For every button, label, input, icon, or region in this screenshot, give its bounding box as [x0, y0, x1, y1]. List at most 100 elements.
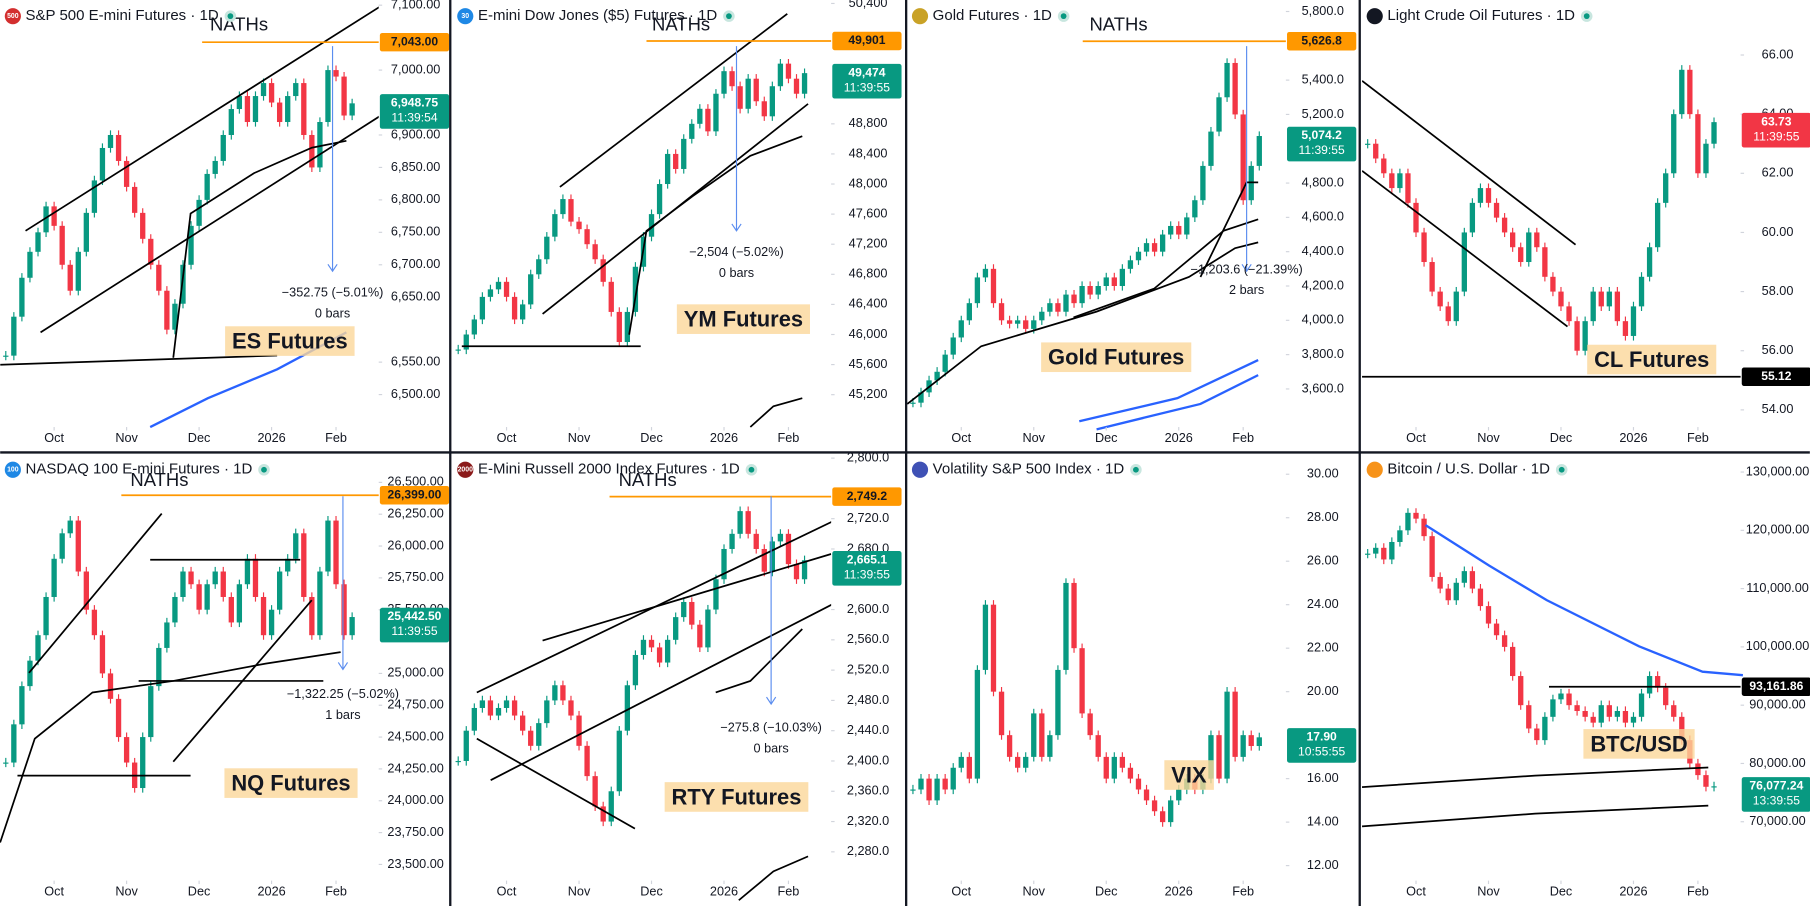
measure-arrow — [731, 223, 742, 232]
y-tick-label: 130,000.00 — [1746, 464, 1810, 478]
candle — [479, 296, 486, 320]
candle — [1079, 286, 1085, 304]
y-tick-label: 120,000.00 — [1746, 523, 1810, 537]
candle — [705, 609, 711, 648]
x-tick-label: 2026 — [710, 885, 738, 899]
candle — [673, 617, 679, 640]
candle — [1526, 705, 1532, 729]
tag-box — [225, 326, 355, 356]
x-tick-label: 2026 — [257, 431, 285, 445]
candle — [1111, 277, 1117, 287]
y-tick-label: 47,200 — [849, 237, 888, 251]
candle — [349, 103, 355, 116]
candle — [737, 511, 743, 534]
trend-line — [1362, 80, 1577, 246]
candle — [132, 186, 138, 213]
candle — [1542, 716, 1548, 741]
candle — [1679, 716, 1685, 741]
candle — [204, 173, 210, 200]
candle — [1208, 735, 1214, 779]
candle — [544, 236, 550, 260]
last-label: 76,077.24 — [1749, 779, 1803, 793]
candle — [1590, 716, 1596, 723]
candle — [1224, 62, 1230, 98]
candle — [689, 123, 695, 139]
moving-average — [1073, 218, 1259, 319]
tag-box — [1041, 342, 1192, 373]
level-note: NATHs — [1089, 13, 1147, 34]
x-tick-label: Feb — [325, 885, 347, 899]
candle — [503, 281, 510, 297]
x-tick-label: 2026 — [257, 885, 285, 899]
candle — [519, 715, 526, 731]
x-tick-label: Feb — [1232, 885, 1254, 899]
candle — [19, 277, 25, 317]
candle — [592, 776, 598, 807]
candle — [1031, 713, 1037, 757]
candle — [616, 730, 622, 792]
trend-line — [28, 513, 163, 674]
candle — [487, 700, 494, 716]
candle — [83, 212, 89, 252]
candle — [1176, 225, 1182, 235]
candle — [632, 266, 639, 312]
candle — [148, 238, 154, 265]
candle — [942, 354, 948, 372]
live-dot-core — [261, 466, 267, 473]
candle — [11, 316, 17, 356]
candle — [1622, 711, 1629, 723]
candle — [1493, 202, 1500, 218]
candle — [934, 371, 940, 381]
candle — [341, 584, 347, 636]
candle — [99, 147, 106, 181]
candle — [1510, 646, 1516, 677]
tag-label: YM Futures — [684, 307, 803, 332]
candle — [753, 78, 759, 102]
level-flag — [379, 485, 450, 505]
last-label: 49,474 — [848, 65, 885, 79]
y-tick-label: 80,000.00 — [1749, 756, 1805, 770]
candle — [1168, 225, 1174, 235]
y-tick-label: 23,750.00 — [387, 825, 443, 839]
chart-title: E-Mini Russell 2000 Index Futures · 1D — [478, 461, 740, 478]
candle — [681, 138, 687, 169]
y-tick-label: 48,400 — [849, 146, 888, 160]
tag-label: ES Futures — [232, 329, 348, 354]
candle — [1365, 553, 1371, 555]
x-tick-label: Oct — [1406, 431, 1426, 445]
candle — [697, 624, 703, 648]
y-tick-label: 26,000.00 — [387, 538, 443, 552]
y-tick-label: 2,320.0 — [847, 814, 889, 828]
x-tick-label: Nov — [568, 431, 591, 445]
candle — [293, 83, 299, 97]
x-tick-label: Feb — [778, 431, 800, 445]
candle — [1518, 676, 1524, 706]
candle — [1598, 291, 1604, 307]
y-tick-label: 6,650.00 — [391, 290, 440, 304]
candle — [721, 548, 727, 580]
x-tick-label: 2026 — [1165, 885, 1193, 899]
y-tick-label: 6,550.00 — [391, 354, 440, 368]
candle — [576, 715, 582, 746]
candle — [1381, 547, 1387, 560]
y-tick-label: 47,600 — [849, 206, 888, 220]
last-flag — [379, 94, 450, 129]
candle — [1039, 713, 1045, 757]
candle — [309, 134, 315, 168]
candle — [1103, 277, 1109, 287]
level-flag — [379, 32, 450, 52]
candle — [1232, 62, 1238, 115]
candle — [536, 723, 542, 746]
candle — [552, 214, 558, 237]
trend-line — [25, 6, 379, 232]
y-tick-label: 30.00 — [1307, 467, 1339, 481]
y-tick-label: 3,600.0 — [1302, 381, 1344, 395]
candle — [568, 199, 574, 222]
measure-text: −1,322.25 (−5.02%) — [287, 687, 399, 701]
y-tick-label: 4,800.0 — [1302, 175, 1344, 189]
y-tick-label: 12.00 — [1307, 858, 1339, 872]
moving-average-blue — [1424, 524, 1744, 677]
y-tick-label: 45,600 — [849, 357, 888, 371]
candle — [1703, 143, 1709, 174]
candle — [640, 639, 647, 655]
